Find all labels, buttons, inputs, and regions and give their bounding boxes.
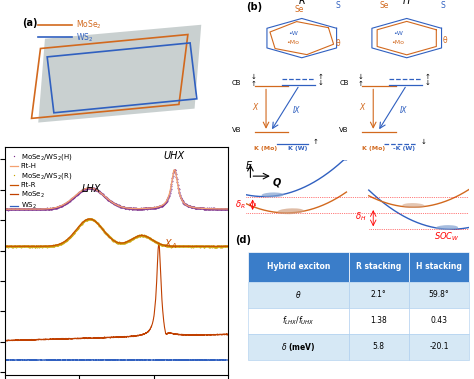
FancyBboxPatch shape [349, 252, 409, 282]
Ellipse shape [436, 225, 458, 230]
Text: Q: Q [273, 178, 281, 188]
Text: 0.43: 0.43 [430, 316, 447, 325]
FancyBboxPatch shape [409, 334, 469, 360]
Ellipse shape [262, 193, 284, 197]
Text: X: X [252, 103, 257, 112]
Text: CB: CB [339, 80, 349, 86]
Legend: MoSe$_2$/WS$_2$(H), Fit-H, MoSe$_2$/WS$_2$(R), Fit-R, MoSe$_2$, WS$_2$: MoSe$_2$/WS$_2$(H), Fit-H, MoSe$_2$/WS$_… [8, 151, 74, 213]
Text: ↓: ↓ [425, 80, 430, 86]
FancyBboxPatch shape [248, 252, 349, 282]
Text: K (W): K (W) [288, 146, 307, 152]
Text: (b): (b) [246, 2, 262, 12]
Text: 10 μm: 10 μm [154, 119, 177, 125]
FancyBboxPatch shape [248, 308, 349, 334]
Text: 59.8°: 59.8° [429, 290, 449, 299]
Text: •Mo: •Mo [392, 40, 404, 45]
Text: 1.38: 1.38 [371, 316, 387, 325]
Text: •W: •W [288, 31, 298, 36]
Ellipse shape [402, 203, 425, 208]
Text: θ: θ [442, 36, 447, 45]
Text: 5.8: 5.8 [373, 342, 385, 351]
FancyBboxPatch shape [349, 334, 409, 360]
Text: H stacking: H stacking [416, 262, 462, 271]
Text: $SOC_W$: $SOC_W$ [434, 231, 460, 243]
Text: $\delta_H$: $\delta_H$ [355, 211, 366, 223]
Text: ↑: ↑ [425, 74, 430, 80]
Text: CB: CB [232, 80, 241, 86]
Text: H: H [403, 0, 410, 6]
Text: LHX: LHX [82, 184, 101, 194]
FancyBboxPatch shape [409, 252, 469, 282]
Text: VB: VB [339, 127, 349, 133]
Text: ↓: ↓ [357, 74, 364, 80]
FancyBboxPatch shape [349, 308, 409, 334]
FancyBboxPatch shape [248, 334, 349, 360]
Ellipse shape [277, 208, 304, 214]
FancyBboxPatch shape [248, 282, 349, 308]
Text: ↑: ↑ [318, 74, 323, 80]
Text: X: X [359, 103, 365, 112]
Text: K (Mo): K (Mo) [255, 146, 278, 152]
Text: K (Mo): K (Mo) [362, 146, 385, 152]
Text: (a): (a) [23, 18, 38, 28]
Text: ↓: ↓ [250, 74, 256, 80]
Text: Se: Se [295, 5, 304, 14]
Text: Se: Se [380, 2, 389, 11]
Text: ↓: ↓ [318, 80, 323, 86]
Text: VB: VB [232, 127, 241, 133]
Text: UHX: UHX [164, 150, 185, 161]
Text: θ: θ [335, 39, 340, 48]
Text: •W: •W [393, 31, 403, 36]
Text: $f_{LHX}/f_{UHX}$: $f_{LHX}/f_{UHX}$ [282, 315, 315, 327]
Text: R: R [299, 0, 305, 6]
Text: 2.1°: 2.1° [371, 290, 387, 299]
Text: (d): (d) [235, 235, 251, 245]
FancyBboxPatch shape [409, 282, 469, 308]
Polygon shape [38, 25, 201, 122]
Text: $X_A$: $X_A$ [164, 238, 177, 251]
Text: IX: IX [293, 106, 301, 115]
Text: $\theta$: $\theta$ [295, 289, 301, 300]
Text: IX: IX [400, 106, 408, 115]
Text: S: S [440, 2, 445, 11]
Text: R stacking: R stacking [356, 262, 401, 271]
Text: MoSe$_2$: MoSe$_2$ [76, 19, 102, 31]
Text: S: S [335, 2, 340, 11]
Text: -20.1: -20.1 [429, 342, 449, 351]
Text: -K (W): -K (W) [393, 146, 416, 152]
FancyBboxPatch shape [349, 282, 409, 308]
Text: $\delta_R$: $\delta_R$ [235, 199, 246, 211]
Text: •Mo: •Mo [286, 40, 300, 45]
Text: E: E [246, 161, 252, 171]
FancyBboxPatch shape [409, 308, 469, 334]
Text: $\delta$ (meV): $\delta$ (meV) [281, 341, 316, 353]
Text: Hybrid exciton: Hybrid exciton [267, 262, 330, 271]
Text: WS$_2$: WS$_2$ [76, 31, 93, 44]
Text: ↓: ↓ [420, 139, 426, 145]
Text: ↑: ↑ [250, 81, 256, 88]
Text: ↑: ↑ [357, 81, 364, 88]
Text: ↑: ↑ [313, 139, 319, 145]
